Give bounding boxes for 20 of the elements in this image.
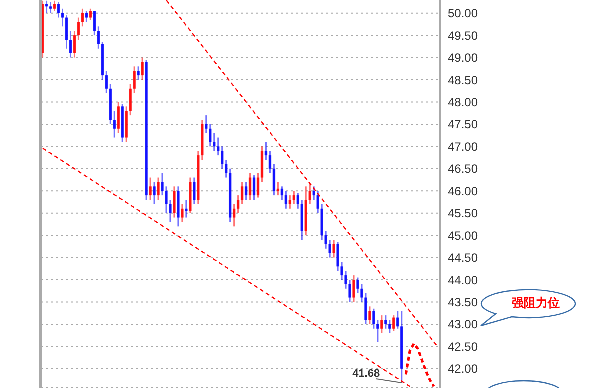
y-tick-label: 48.50 — [448, 73, 478, 88]
y-tick-label: 45.00 — [448, 228, 478, 243]
y-tick-label: 44.50 — [448, 251, 478, 266]
y-tick-label: 42.00 — [448, 362, 478, 376]
y-tick-label: 50.00 — [448, 6, 478, 21]
y-tick-label: 49.50 — [448, 28, 478, 43]
text: 强阻力位 — [511, 295, 561, 312]
y-tick-label: 45.50 — [448, 206, 478, 221]
y-tick-label: 46.50 — [448, 162, 478, 176]
y-tick-label: 44.00 — [448, 273, 478, 288]
line-series — [404, 342, 436, 388]
y-tick-label: 43.50 — [448, 295, 478, 310]
y-tick-label: 42.50 — [448, 340, 478, 354]
annotation: 41.68 — [352, 368, 380, 380]
y-tick-label: 43.00 — [448, 318, 478, 332]
y-tick-label: 46.00 — [448, 184, 478, 198]
y-tick-label: 49.00 — [448, 51, 478, 66]
y-tick-label: 47.50 — [448, 118, 478, 132]
y-tick-label: 47.00 — [448, 140, 478, 154]
y-tick-label: 48.00 — [448, 95, 478, 110]
